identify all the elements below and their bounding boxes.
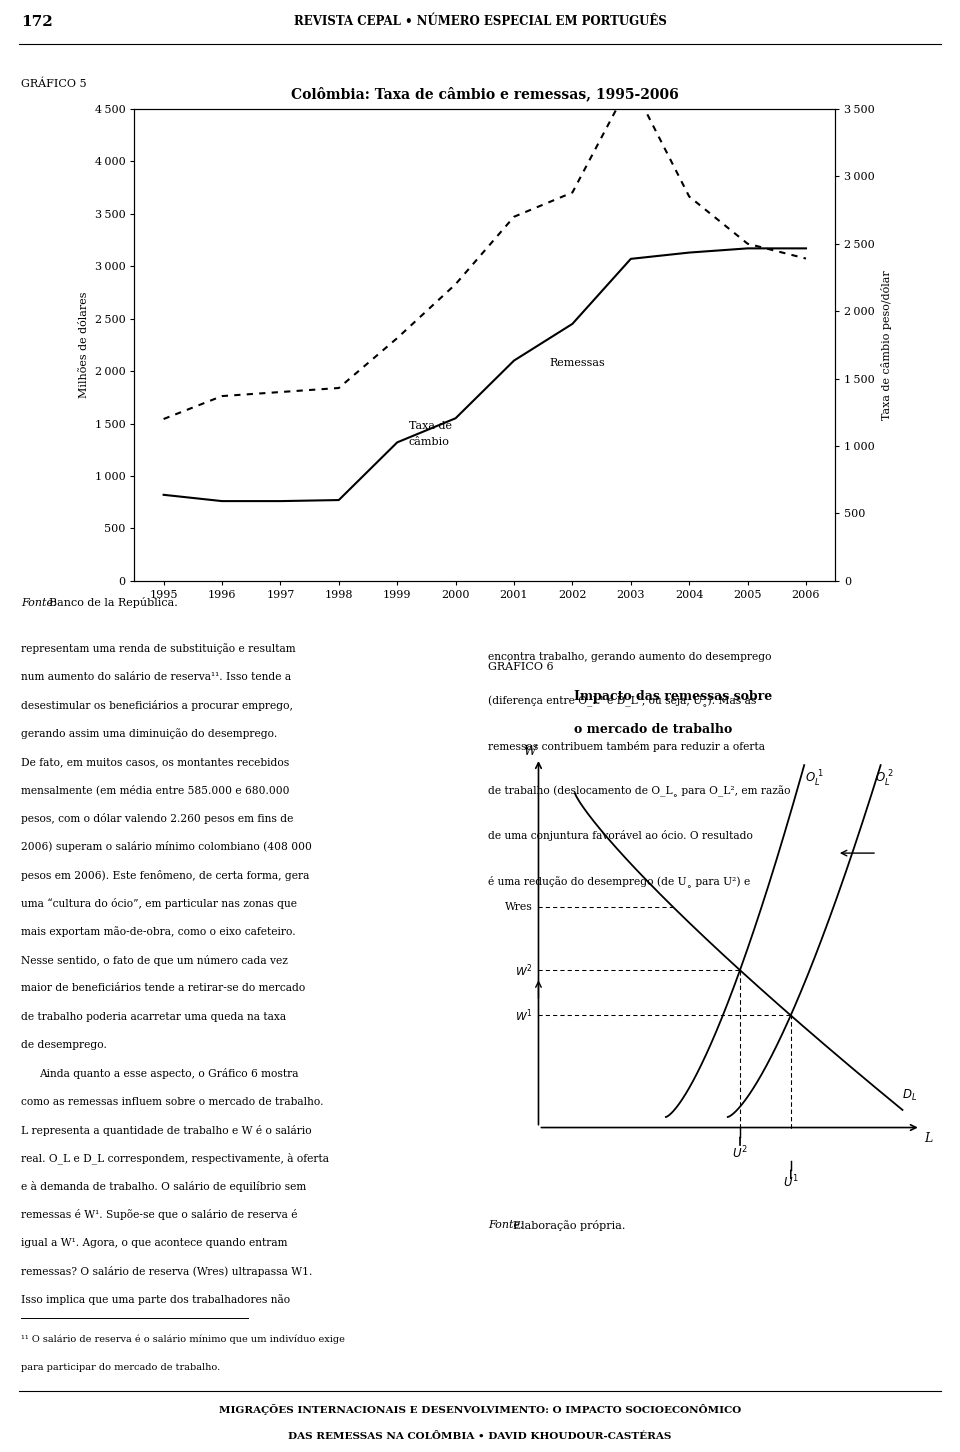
Text: e à demanda de trabalho. O salário de equilíbrio sem: e à demanda de trabalho. O salário de eq… xyxy=(21,1180,306,1192)
Text: Isso implica que uma parte dos trabalhadores não: Isso implica que uma parte dos trabalhad… xyxy=(21,1295,290,1305)
Text: ¹¹ O salário de reserva é o salário mínimo que um indivíduo exige: ¹¹ O salário de reserva é o salário míni… xyxy=(21,1334,345,1345)
Text: GRÁFICO 6: GRÁFICO 6 xyxy=(488,661,553,672)
Text: o mercado de trabalho: o mercado de trabalho xyxy=(574,723,732,736)
Text: representam uma renda de substituição e resultam: representam uma renda de substituição e … xyxy=(21,643,296,653)
Text: real. O_L e D_L correspondem, respectivamente, à oferta: real. O_L e D_L correspondem, respectiva… xyxy=(21,1153,329,1165)
Text: desestimular os beneficiários a procurar emprego,: desestimular os beneficiários a procurar… xyxy=(21,700,293,711)
Text: 172: 172 xyxy=(21,15,53,29)
Text: gerando assim uma diminuição do desemprego.: gerando assim uma diminuição do desempre… xyxy=(21,729,277,739)
Text: $W^1$: $W^1$ xyxy=(516,1008,533,1024)
Text: pesos em 2006). Este fenômeno, de certa forma, gera: pesos em 2006). Este fenômeno, de certa … xyxy=(21,870,309,881)
Text: De fato, em muitos casos, os montantes recebidos: De fato, em muitos casos, os montantes r… xyxy=(21,756,289,767)
Text: (diferença entre O_L¹ e D_L¹, ou seja, U˳). Mas as: (diferença entre O_L¹ e D_L¹, ou seja, U… xyxy=(488,696,756,707)
Text: maior de beneficiários tende a retirar-se do mercado: maior de beneficiários tende a retirar-s… xyxy=(21,983,305,993)
Text: Banco de la República.: Banco de la República. xyxy=(49,597,178,608)
Text: $O_L^{\ 2}$: $O_L^{\ 2}$ xyxy=(875,770,894,788)
Text: Remessas: Remessas xyxy=(549,357,605,367)
Text: é uma redução do desemprego (de U˳ para U²) e: é uma redução do desemprego (de U˳ para … xyxy=(488,876,750,887)
Text: L: L xyxy=(924,1131,932,1144)
Title: Colômbia: Taxa de câmbio e remessas, 1995-2006: Colômbia: Taxa de câmbio e remessas, 199… xyxy=(291,86,679,100)
Text: para participar do mercado de trabalho.: para participar do mercado de trabalho. xyxy=(21,1363,221,1372)
Text: encontra trabalho, gerando aumento do desemprego: encontra trabalho, gerando aumento do de… xyxy=(488,652,771,662)
Text: câmbio: câmbio xyxy=(409,437,449,447)
Text: de uma conjuntura favorável ao ócio. O resultado: de uma conjuntura favorável ao ócio. O r… xyxy=(488,831,753,842)
Text: de trabalho (deslocamento de O_L˳ para O_L², em razão: de trabalho (deslocamento de O_L˳ para O… xyxy=(488,786,790,797)
Text: Wres: Wres xyxy=(505,902,533,912)
Text: $O_L^{\ 1}$: $O_L^{\ 1}$ xyxy=(805,770,825,788)
Text: mensalmente (em média entre 585.000 e 680.000: mensalmente (em média entre 585.000 e 68… xyxy=(21,786,290,796)
Text: Nesse sentido, o fato de que um número cada vez: Nesse sentido, o fato de que um número c… xyxy=(21,954,288,966)
Text: remessas é W¹. Supõe-se que o salário de reserva é: remessas é W¹. Supõe-se que o salário de… xyxy=(21,1210,298,1221)
Text: Ainda quanto a esse aspecto, o Gráfico 6 mostra: Ainda quanto a esse aspecto, o Gráfico 6… xyxy=(38,1067,299,1079)
Text: como as remessas influem sobre o mercado de trabalho.: como as remessas influem sobre o mercado… xyxy=(21,1096,324,1106)
Text: $W^2$: $W^2$ xyxy=(516,963,533,979)
Text: remessas contribuem também para reduzir a oferta: remessas contribuem também para reduzir … xyxy=(488,741,765,752)
Text: REVISTA CEPAL • NÚMERO ESPECIAL EM PORTUGUÊS: REVISTA CEPAL • NÚMERO ESPECIAL EM PORTU… xyxy=(294,15,666,28)
Text: $D_L$: $D_L$ xyxy=(902,1089,918,1104)
Text: uma “cultura do ócio”, em particular nas zonas que: uma “cultura do ócio”, em particular nas… xyxy=(21,897,298,909)
Y-axis label: Taxa de câmbio peso/dólar: Taxa de câmbio peso/dólar xyxy=(880,270,892,420)
Text: $U^2$: $U^2$ xyxy=(732,1144,748,1162)
Text: MIGRAÇÕES INTERNACIONAIS E DESENVOLVIMENTO: O IMPACTO SOCIOECONÔMICO: MIGRAÇÕES INTERNACIONAIS E DESENVOLVIMEN… xyxy=(219,1404,741,1416)
Text: mais exportam mão-de-obra, como o eixo cafeteiro.: mais exportam mão-de-obra, como o eixo c… xyxy=(21,926,296,937)
Text: pesos, com o dólar valendo 2.260 pesos em fins de: pesos, com o dólar valendo 2.260 pesos e… xyxy=(21,813,294,825)
Text: igual a W¹. Agora, o que acontece quando entram: igual a W¹. Agora, o que acontece quando… xyxy=(21,1239,288,1249)
Text: Taxa de: Taxa de xyxy=(409,421,452,431)
Text: de trabalho poderia acarretar uma queda na taxa: de trabalho poderia acarretar uma queda … xyxy=(21,1012,286,1022)
Text: DAS REMESSAS NA COLÔMBIA • DAVID KHOUDOUR-CASTÉRAS: DAS REMESSAS NA COLÔMBIA • DAVID KHOUDOU… xyxy=(288,1432,672,1440)
Text: 2006) superam o salário mínimo colombiano (408 000: 2006) superam o salário mínimo colombian… xyxy=(21,841,312,852)
Text: L representa a quantidade de trabalho e W é o salário: L representa a quantidade de trabalho e … xyxy=(21,1124,312,1135)
Text: Elaboração própria.: Elaboração própria. xyxy=(514,1220,626,1231)
Text: Fonte:: Fonte: xyxy=(488,1221,523,1230)
Text: remessas? O salário de reserva (Wres) ultrapassa W1.: remessas? O salário de reserva (Wres) ul… xyxy=(21,1266,313,1278)
Text: de desemprego.: de desemprego. xyxy=(21,1040,107,1050)
Text: Impacto das remessas sobre: Impacto das remessas sobre xyxy=(574,690,773,703)
Text: $U^1$: $U^1$ xyxy=(782,1173,799,1191)
Text: W: W xyxy=(523,745,536,758)
Text: GRÁFICO 5: GRÁFICO 5 xyxy=(21,78,86,89)
Y-axis label: Milhões de dólares: Milhões de dólares xyxy=(79,292,89,398)
Text: num aumento do salário de reserva¹¹. Isso tende a: num aumento do salário de reserva¹¹. Iss… xyxy=(21,672,291,682)
Text: Fonte:: Fonte: xyxy=(21,598,57,607)
